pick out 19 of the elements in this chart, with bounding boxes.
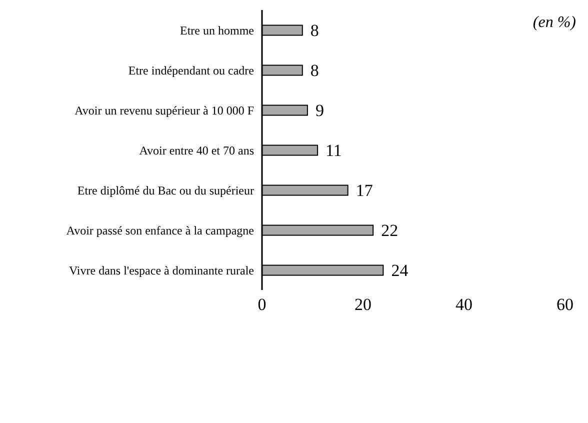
data-label: 24 — [391, 261, 409, 280]
data-label: 8 — [310, 61, 319, 80]
data-label: 11 — [326, 141, 342, 160]
y-tick-label: Etre un homme — [180, 23, 254, 38]
x-tick-label: 20 — [354, 295, 372, 314]
data-label: 9 — [315, 101, 324, 120]
data-label: 17 — [356, 181, 374, 200]
data-label: 8 — [310, 21, 319, 40]
x-tick-label: 40 — [456, 295, 472, 314]
x-tick-label: 0 — [258, 295, 266, 314]
data-label: 22 — [381, 221, 398, 240]
y-tick-label: Avoir entre 40 et 70 ans — [139, 143, 254, 158]
y-tick-label: Etre indépendant ou cadre — [128, 63, 254, 78]
y-tick-label: Etre diplômé du Bac ou du supérieur — [77, 183, 254, 198]
y-tick-label: Avoir passé son enfance à la campagne — [66, 223, 254, 238]
y-tick-label: Avoir un revenu supérieur à 10 000 F — [74, 103, 254, 118]
x-tick-label: 60 — [556, 295, 574, 314]
annotation: (en %) — [532, 14, 576, 32]
y-tick-label: Vivre dans l'espace à dominante rurale — [68, 263, 254, 278]
